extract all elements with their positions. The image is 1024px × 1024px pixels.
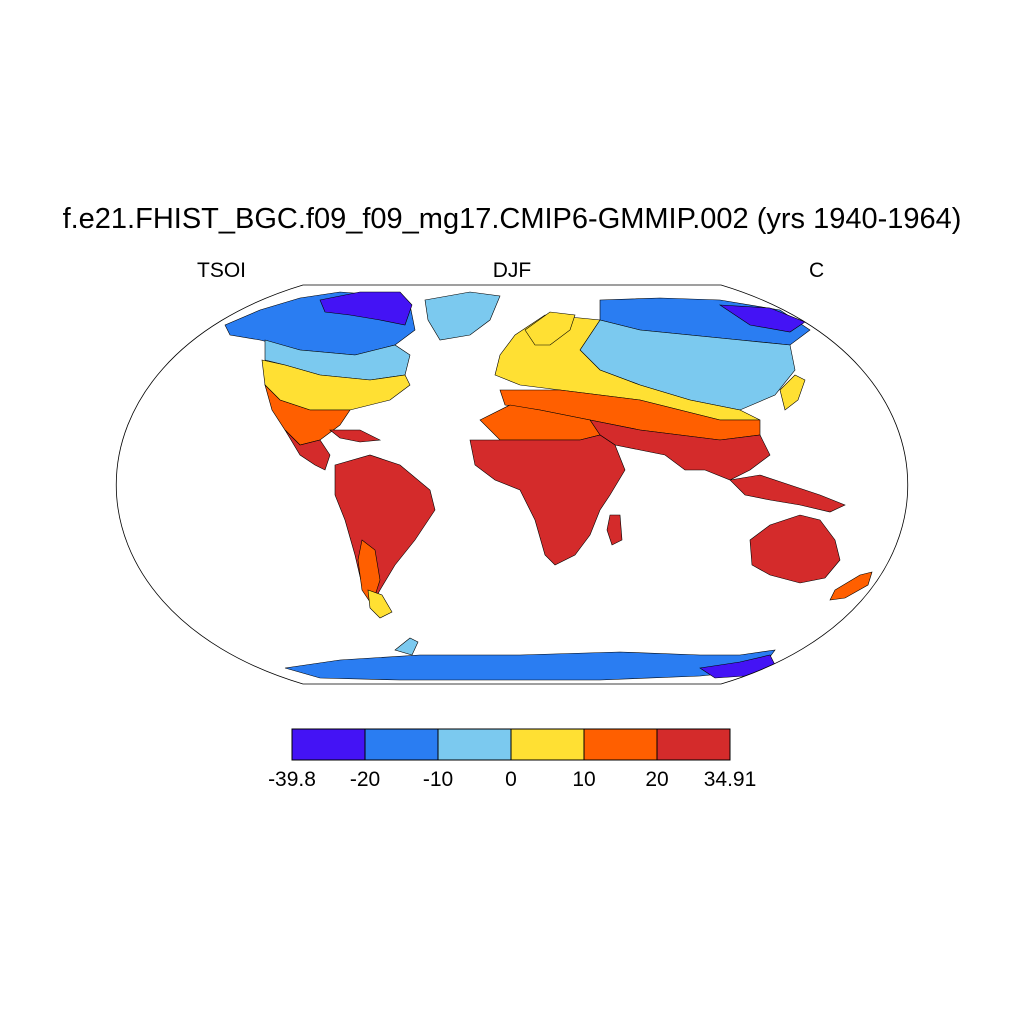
colorbar-label-4: 10 [572,768,596,791]
antarctic-peninsula [394,637,419,656]
japan [779,374,806,411]
season-label: DJF [492,259,532,282]
new-zealand [829,571,873,601]
central-america [284,429,331,471]
colorbar-label-0: -39.8 [268,768,316,791]
australia [749,514,841,584]
colorbar-label-1: -20 [349,768,381,791]
colorbar-label-2: -10 [422,768,454,791]
antarctica [284,649,776,681]
variable-label: TSOI [197,259,247,282]
colorbar-bin-1 [364,728,439,761]
colorbar-label-3: 0 [505,768,517,791]
caribbean [329,429,382,443]
colorbar-bin-4 [583,728,658,761]
siberia-coldest [718,304,806,333]
colorbar-bin-5 [656,728,731,761]
colorbar-bin-0 [291,728,366,761]
plot-title: f.e21.FHIST_BGC.f09_f09_mg17.CMIP6-GMMIP… [62,203,962,235]
arctic-canada [319,291,413,326]
colorbar-label-5: 20 [645,768,669,791]
colorbar-bin-3 [510,728,585,761]
units-label: C [809,259,825,282]
patagonia [367,589,393,619]
africa [469,434,626,566]
north-america-hot [264,383,351,446]
scandinavia [524,311,576,346]
southeast-asia-islands [729,474,846,513]
colorbar-bin-2 [437,728,512,761]
colorbar-label-6: 34.91 [703,768,757,791]
madagascar [606,514,623,546]
greenland [424,291,501,341]
map-border [115,284,909,685]
